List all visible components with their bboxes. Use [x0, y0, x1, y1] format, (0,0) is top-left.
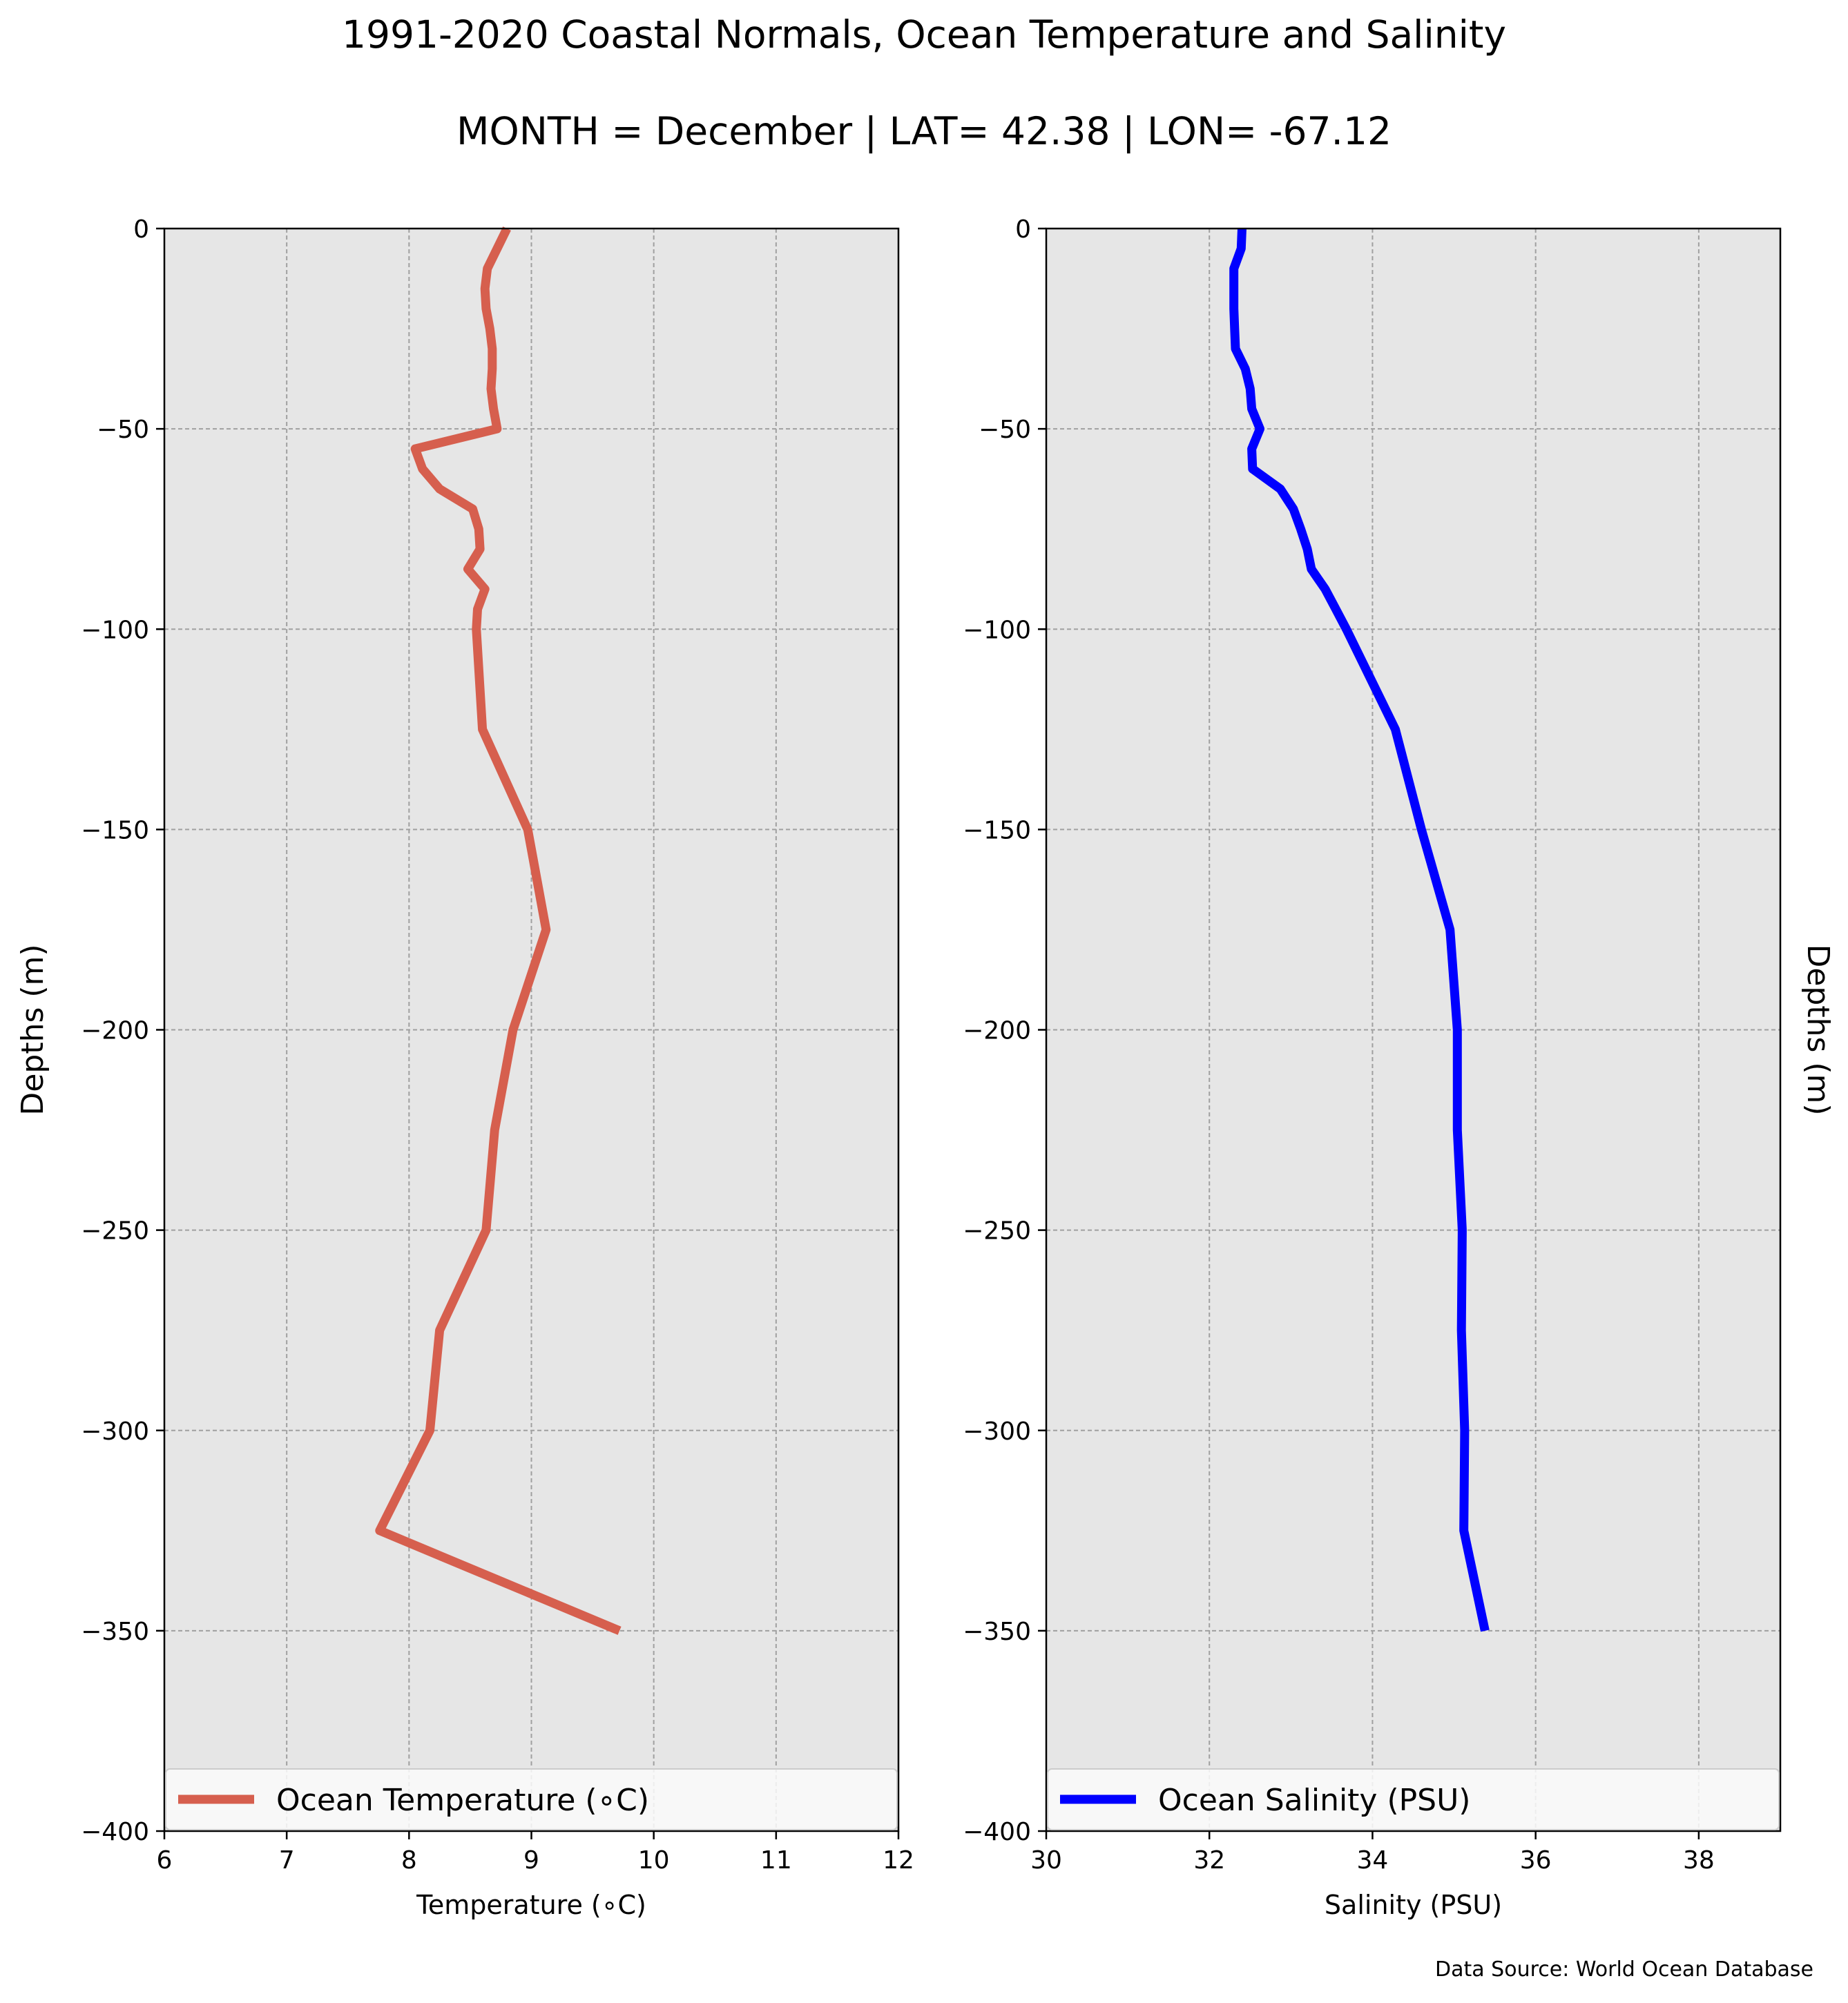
- panel-salinity: 30 32 34 36 38 0 −50 −100 −150 −200 −250 −300 −350 −4…: [963, 215, 1836, 1920]
- x-tick-label: 32: [1193, 1846, 1225, 1875]
- y-tick-label: −250: [81, 1217, 149, 1246]
- y-tick-label: −100: [81, 616, 149, 644]
- y-axis-label: Depths (m): [15, 944, 50, 1115]
- y-tick-label: −350: [963, 1618, 1031, 1646]
- x-axis-label: Salinity (PSU): [1325, 1890, 1502, 1920]
- series-line: [1229, 228, 1490, 1632]
- legend-label: Ocean Salinity (PSU): [1158, 1783, 1470, 1818]
- chart-title: 1991-2020 Coastal Normals, Ocean Tempera…: [341, 12, 1506, 57]
- x-tick-label: 12: [883, 1846, 914, 1875]
- y-tick-label: −200: [963, 1017, 1031, 1045]
- x-tick-label: 7: [279, 1846, 295, 1875]
- y-tick-label: −400: [963, 1818, 1031, 1846]
- x-tick-label: 30: [1030, 1846, 1062, 1875]
- y-tick-label: −100: [963, 616, 1031, 644]
- y-tick-label: −300: [963, 1417, 1031, 1446]
- legend-box: [165, 1768, 898, 1830]
- x-tick-label: 6: [157, 1846, 173, 1875]
- x-tick-label: 10: [638, 1846, 670, 1875]
- y-tick-label: −50: [979, 416, 1031, 444]
- y-tick-label: −200: [81, 1017, 149, 1045]
- y-tick-label: 0: [1015, 215, 1031, 244]
- legend-label: Ocean Temperature (∘C): [276, 1783, 649, 1818]
- y-tick-label: −400: [81, 1818, 149, 1846]
- chart-subtitle: MONTH = December | LAT= 42.38 | LON= -67…: [456, 109, 1392, 153]
- legend: Ocean Salinity (PSU): [1047, 1768, 1780, 1830]
- y-tick-label: −50: [97, 416, 149, 444]
- x-tick-label: 9: [523, 1846, 539, 1875]
- x-axis-label: Temperature (∘C): [416, 1890, 646, 1920]
- y-tick-label: −300: [81, 1417, 149, 1446]
- y-tick-label: 0: [133, 215, 149, 244]
- x-tick-label: 38: [1683, 1846, 1715, 1875]
- x-tick-label: 34: [1357, 1846, 1389, 1875]
- y-tick-label: −150: [963, 816, 1031, 844]
- legend: Ocean Temperature (∘C): [165, 1768, 898, 1830]
- y-tick-label: −250: [963, 1217, 1031, 1246]
- data-source-note: Data Source: World Ocean Database: [1435, 1957, 1813, 1982]
- x-tick-label: 36: [1520, 1846, 1552, 1875]
- y-tick-label: −150: [81, 816, 149, 844]
- series-line: [375, 226, 622, 1635]
- y-axis-label: Depths (m): [1800, 944, 1836, 1115]
- y-tick-label: −350: [81, 1618, 149, 1646]
- x-tick-label: 8: [401, 1846, 417, 1875]
- panel-temperature: 6 7 8 9 10 11 12 0 −50 −100 −150 −200 −250 −300 −350 −4…: [15, 215, 914, 1920]
- x-tick-label: 11: [760, 1846, 792, 1875]
- legend-box: [1047, 1768, 1780, 1830]
